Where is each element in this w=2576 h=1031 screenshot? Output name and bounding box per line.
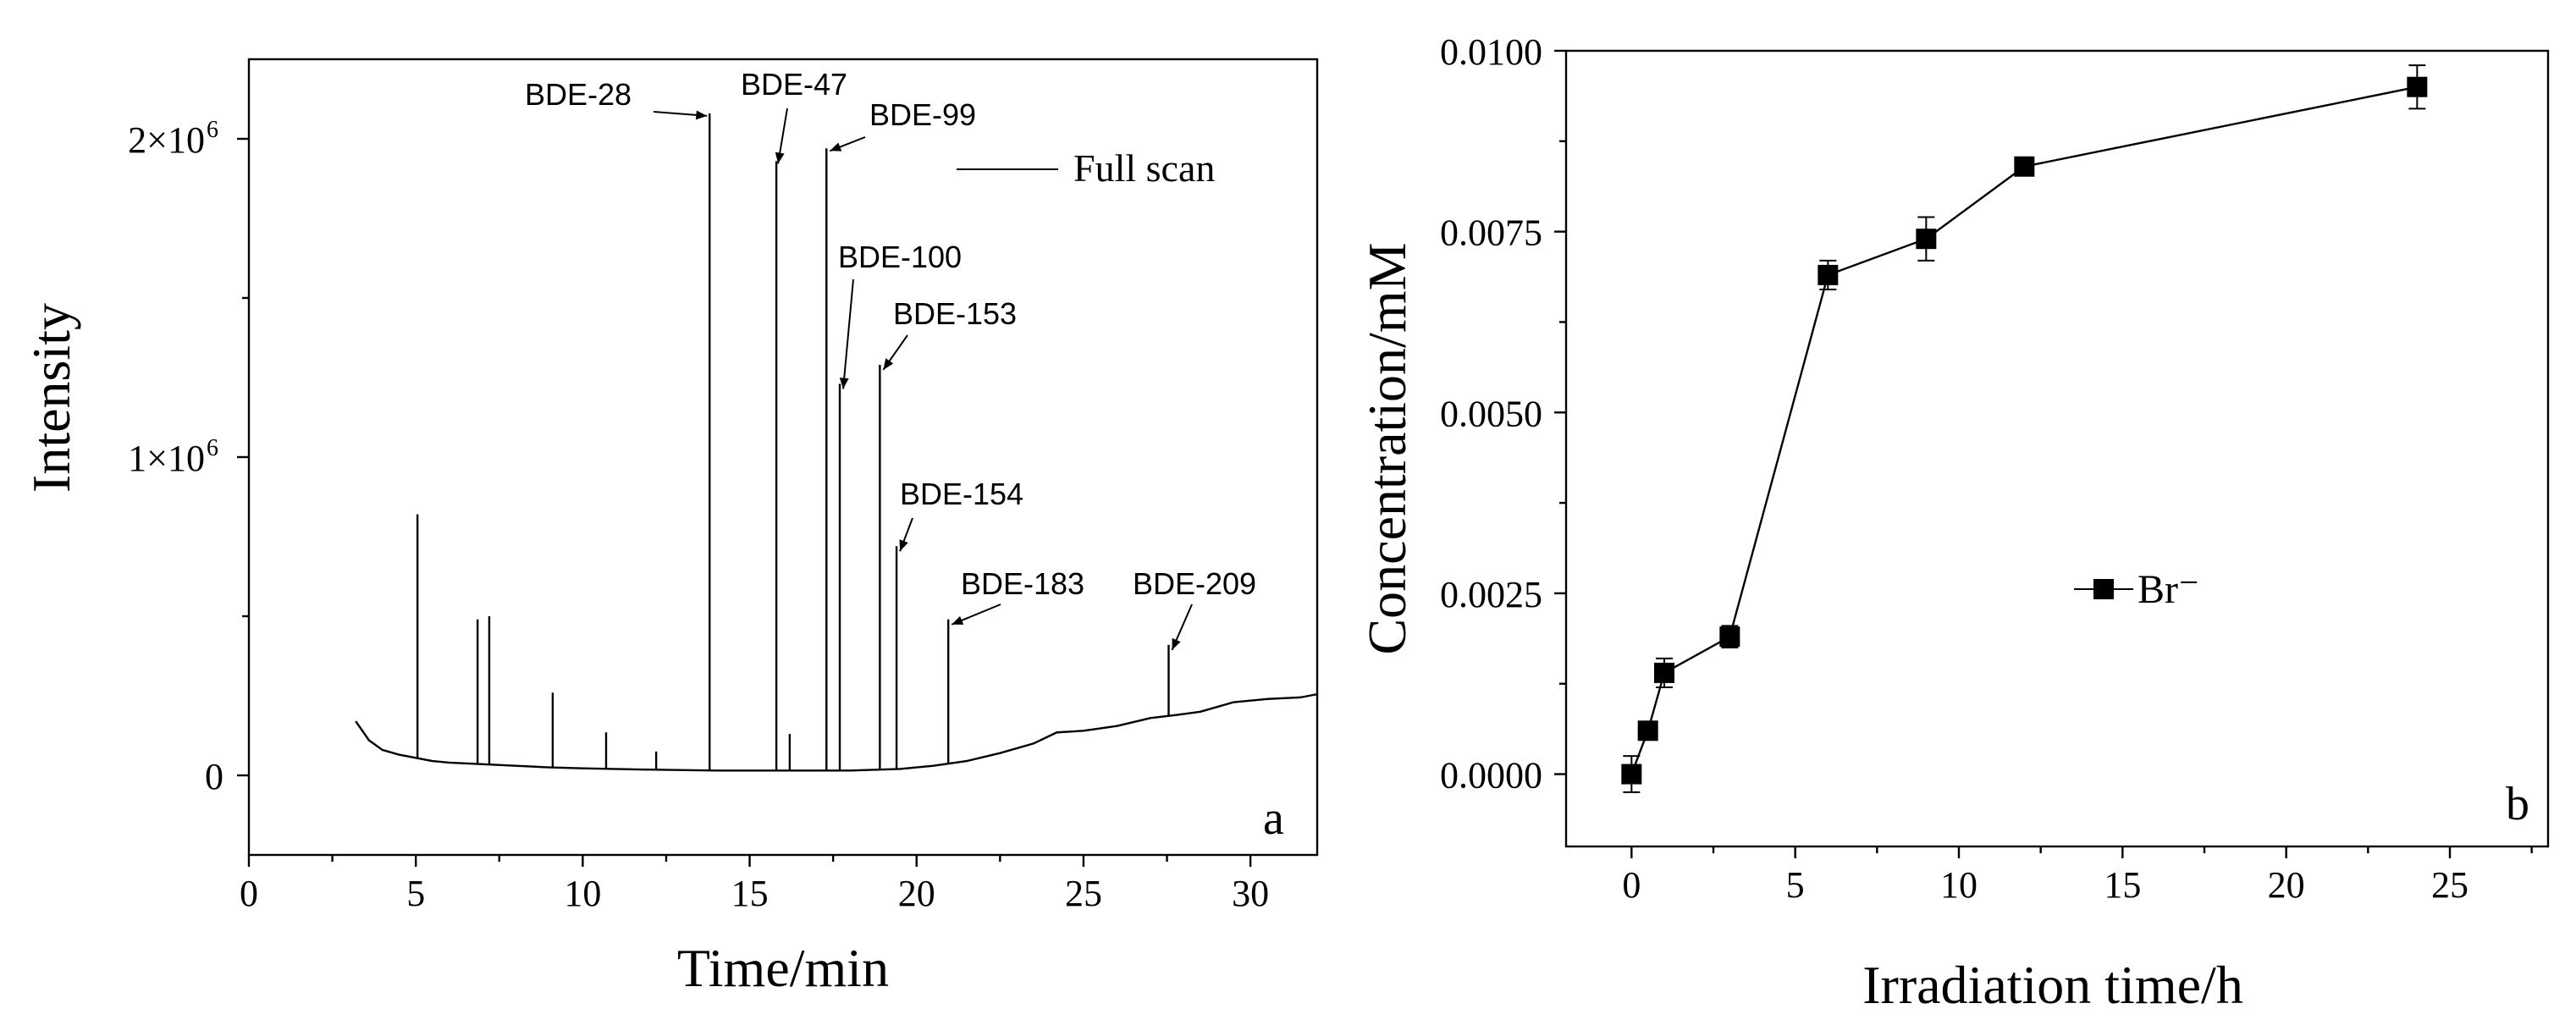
annotation-label-4: BDE-153	[893, 296, 1017, 331]
annotation-label-6: BDE-183	[961, 566, 1084, 601]
data-point-6	[2014, 156, 2035, 177]
x-tick-label-0: 0	[1622, 864, 1641, 906]
y-tick-label-4: 0.0100	[1440, 31, 1542, 73]
legend-marker-br	[2093, 579, 2114, 599]
panel-b-legend: Br⁻	[2074, 567, 2199, 612]
panel-b-x-axis-label: Irradiation time/h	[1862, 955, 2243, 1015]
data-point-0	[1621, 764, 1642, 785]
annotation-label-7: BDE-209	[1133, 566, 1256, 601]
x-tick-label-4: 20	[898, 873, 935, 914]
y-tick-label-0: 0.0000	[1440, 755, 1542, 797]
y-tick-label-3: 0.0075	[1440, 212, 1542, 254]
y-tick-label-0: 0	[205, 756, 223, 797]
panel-a-legend: Full scan	[957, 146, 1215, 190]
panel-b-ticks: 0 5 10 15 20 25 0.0000 0.0025 0.0050 0.0075 0.0100	[1440, 31, 2533, 906]
data-point-1	[1637, 720, 1658, 742]
x-tick-label-3: 15	[731, 873, 769, 914]
panel-b-label: b	[2506, 778, 2529, 830]
panel-b-plot-frame	[1564, 49, 2550, 848]
y-tick-label-1: 0.0025	[1440, 574, 1542, 615]
x-tick-label-2: 10	[564, 873, 601, 914]
y-tick-label-2: 0.0050	[1440, 393, 1542, 434]
panel-a-y-axis-label: Intensity	[21, 303, 81, 493]
y-tick-exponent-1: 6	[207, 435, 218, 461]
annotation-arrowhead-5	[899, 539, 908, 552]
x-tick-label-3: 15	[2104, 864, 2141, 906]
panel-b: 0 5 10 15 20 25 0.0000 0.0025 0.0050 0.0075 0.0100…	[1357, 31, 2550, 1015]
legend-label-br: Br⁻	[2137, 567, 2199, 612]
legend-label-full-scan: Full scan	[1073, 146, 1215, 190]
panel-a-x-axis-label: Time/min	[677, 938, 889, 998]
x-tick-label-4: 20	[2268, 864, 2305, 906]
y-tick-exponent-2: 6	[207, 117, 218, 143]
panel-a-label: a	[1263, 792, 1284, 845]
panel-b-y-axis-label: Concentration/mM	[1357, 242, 1417, 654]
annotation-arrow-3	[842, 278, 854, 389]
annotation-label-0: BDE-28	[525, 77, 632, 112]
annotation-arrowhead-2	[830, 142, 842, 152]
annotation-label-2: BDE-99	[869, 97, 976, 132]
data-point-4	[1818, 264, 1839, 285]
x-tick-label-1: 5	[406, 873, 425, 914]
annotation-arrowhead-3	[839, 378, 849, 389]
annotation-label-1: BDE-47	[741, 67, 847, 102]
baseline-trace	[355, 692, 1318, 772]
x-tick-label-5: 25	[1065, 873, 1102, 914]
x-tick-label-5: 25	[2431, 864, 2468, 906]
x-tick-label-6: 30	[1232, 873, 1269, 914]
annotation-label-3: BDE-100	[838, 240, 962, 274]
annotation-label-5: BDE-154	[900, 477, 1023, 511]
annotation-arrowhead-0	[695, 110, 708, 120]
annotation-arrowhead-4	[883, 358, 894, 370]
annotation-arrowhead-6	[952, 615, 964, 625]
x-tick-label-2: 10	[1940, 864, 1978, 906]
data-point-7	[2407, 76, 2428, 97]
annotation-arrowhead-7	[1172, 637, 1181, 650]
series-line-br	[1630, 85, 2418, 775]
y-tick-label-1: 1×10	[128, 438, 205, 479]
panel-b-series	[1621, 64, 2428, 793]
panel-a-traces	[355, 113, 1318, 772]
y-tick-label-2: 2×10	[128, 119, 205, 161]
x-tick-label-0: 0	[240, 873, 258, 914]
x-tick-label-1: 5	[1786, 864, 1805, 906]
data-point-2	[1654, 662, 1674, 683]
data-point-5	[1916, 229, 1937, 250]
data-point-3	[1719, 626, 1740, 648]
panel-a-annotations: BDE-28 BDE-47 BDE-99 BDE-100 BDE-153 BDE-154 B…	[525, 67, 1256, 651]
annotation-arrowhead-1	[775, 152, 785, 164]
